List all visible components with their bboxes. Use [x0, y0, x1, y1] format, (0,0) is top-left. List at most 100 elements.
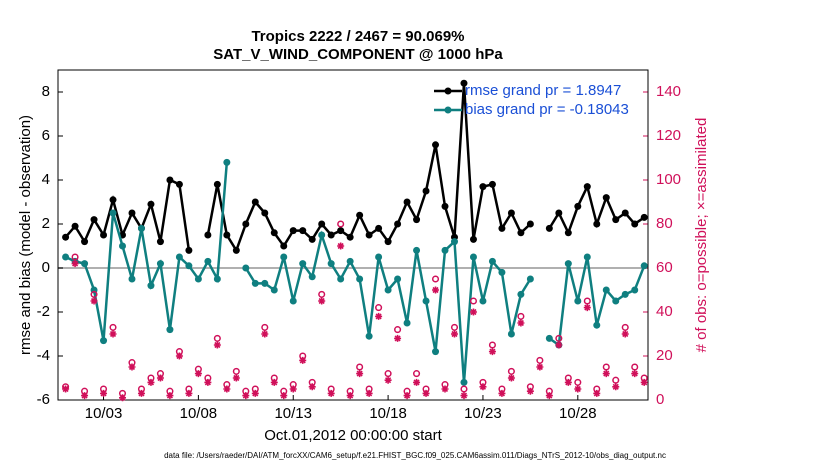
obs-possible [213, 334, 221, 342]
point [545, 224, 553, 232]
point [545, 334, 553, 342]
point [308, 235, 316, 243]
obs-assimilated [422, 389, 430, 397]
obs-possible [384, 370, 392, 378]
obs-assimilated [280, 392, 288, 400]
obs-possible [356, 363, 364, 371]
point [469, 253, 477, 261]
obs-possible [394, 326, 402, 334]
point [90, 216, 98, 224]
obs-assimilated [488, 348, 496, 356]
point [394, 275, 402, 283]
obs-assimilated [640, 378, 648, 386]
point [100, 337, 108, 345]
obs-possible [469, 297, 478, 305]
obs-possible [517, 312, 525, 320]
point [413, 246, 421, 254]
point [488, 257, 496, 265]
x-tick-label: 10/03 [85, 405, 123, 422]
y2-tick-label: 0 [656, 391, 664, 408]
obs-assimilated [517, 319, 525, 327]
point [422, 297, 430, 305]
point [175, 180, 183, 188]
point [498, 224, 506, 232]
point [346, 257, 354, 265]
point [270, 286, 278, 294]
obs-possible [631, 363, 639, 371]
point [147, 200, 155, 208]
obs-assimilated [270, 378, 278, 386]
obs-assimilated [394, 334, 402, 342]
point [526, 220, 534, 228]
point [631, 220, 639, 228]
point [384, 286, 392, 294]
obs-assimilated [261, 330, 269, 338]
point [469, 235, 477, 243]
point [223, 158, 231, 166]
series-line [65, 162, 646, 383]
point [574, 297, 582, 305]
obs-assimilated [365, 389, 373, 397]
obs-possible [232, 367, 240, 375]
point [280, 253, 288, 261]
x-axis-label: Oct.01,2012 00:00:00 start [264, 427, 442, 444]
obs-assimilated [356, 370, 364, 378]
obs-assimilated [232, 374, 240, 382]
point [242, 220, 250, 228]
point [394, 220, 402, 228]
point [166, 326, 174, 334]
point [403, 319, 411, 327]
point [204, 257, 212, 265]
obs-assimilated [185, 389, 193, 397]
obs-possible [318, 290, 326, 298]
point [413, 216, 421, 224]
obs-assimilated [612, 383, 620, 391]
footnote: data file: /Users/raeder/DAI/ATM_forcXX/… [164, 451, 666, 460]
point [640, 262, 648, 270]
point [375, 224, 383, 232]
point [346, 233, 354, 241]
point [251, 198, 259, 206]
point [517, 229, 525, 237]
obs-possible [109, 323, 117, 331]
point [147, 282, 155, 290]
obs-assimilated [137, 389, 145, 397]
point [280, 242, 288, 250]
point [507, 209, 515, 217]
obs-assimilated [536, 363, 544, 371]
obs-possible [555, 334, 563, 342]
obs-assimilated [81, 392, 89, 400]
obs-possible [602, 363, 610, 371]
point [384, 238, 392, 246]
obs-assimilated [223, 385, 231, 393]
point [156, 260, 164, 268]
obs-assimilated [175, 352, 183, 360]
obs-assimilated [545, 392, 553, 400]
y-tick-label: 2 [42, 215, 50, 232]
y2-tick-label: 80 [656, 215, 673, 232]
obs-assimilated [289, 385, 297, 393]
point [593, 220, 601, 228]
y2-tick-label: 120 [656, 127, 681, 144]
obs-possible [612, 376, 620, 384]
point [621, 209, 629, 217]
point [583, 183, 591, 191]
obs-possible [450, 323, 459, 331]
point [574, 202, 582, 210]
obs-possible [90, 290, 98, 298]
point [100, 231, 108, 239]
legend-marker [444, 106, 452, 114]
point [71, 222, 79, 230]
legend-label: bias grand pr = -0.18043 [465, 101, 629, 118]
point [289, 227, 297, 235]
y-tick-label: -6 [37, 391, 50, 408]
obs-assimilated [413, 378, 421, 386]
obs-assimilated [346, 392, 354, 400]
obs-assimilated [166, 392, 174, 400]
point [337, 227, 345, 235]
point [583, 253, 591, 261]
y-tick-label: -2 [37, 303, 50, 320]
point [517, 290, 525, 298]
y-tick-label: -4 [37, 347, 50, 364]
obs-assimilated [498, 389, 506, 397]
